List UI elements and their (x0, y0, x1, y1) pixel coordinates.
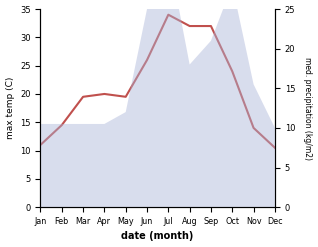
Y-axis label: max temp (C): max temp (C) (5, 77, 15, 139)
Y-axis label: med. precipitation (kg/m2): med. precipitation (kg/m2) (303, 57, 313, 160)
X-axis label: date (month): date (month) (121, 231, 194, 242)
